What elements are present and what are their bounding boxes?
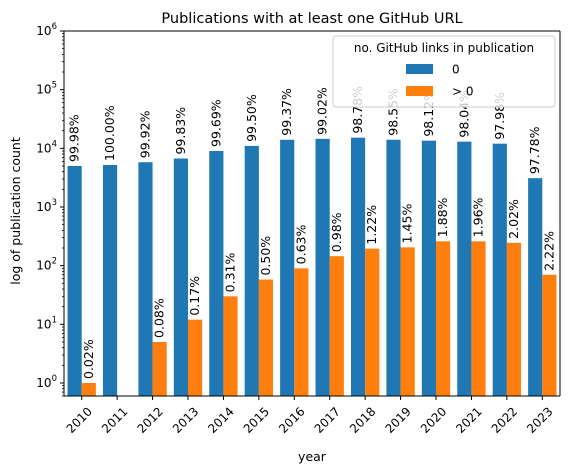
bar-nonzero-2023 xyxy=(542,274,557,396)
bar-zero-2020 xyxy=(421,140,436,396)
y-axis-label: log of publication count xyxy=(8,137,23,285)
legend-box xyxy=(332,35,556,108)
bar-value-label: 1.88% xyxy=(435,197,450,237)
bar-zero-2016 xyxy=(280,139,295,396)
bar-nonzero-2022 xyxy=(506,242,522,396)
x-tick-label: 2013 xyxy=(170,404,201,435)
bar-nonzero-2020 xyxy=(436,241,451,396)
bar-value-label: 99.02% xyxy=(315,87,330,135)
bar-value-label: 99.50% xyxy=(244,94,259,142)
bar-zero-2019 xyxy=(386,139,401,396)
y-tick-label: 102 xyxy=(36,257,57,273)
bar-value-label: 0.08% xyxy=(152,298,167,338)
bar-value-label: 2.02% xyxy=(506,199,521,239)
bar-value-label: 99.37% xyxy=(279,88,294,136)
bar-zero-2021 xyxy=(457,141,472,396)
bar-nonzero-2017 xyxy=(329,256,344,396)
x-tick-label: 2020 xyxy=(418,404,449,435)
legend-label-0: 0 xyxy=(452,63,460,77)
bar-value-label: 97.78% xyxy=(527,126,542,174)
y-tick-label: 104 xyxy=(36,139,57,155)
x-tick-label: 2011 xyxy=(99,404,130,435)
y-tick-label: 103 xyxy=(36,198,57,214)
x-tick-label: 2019 xyxy=(382,404,413,435)
x-tick-label: 2021 xyxy=(453,404,484,435)
bar-value-label: 99.69% xyxy=(208,99,223,147)
bar-nonzero-2021 xyxy=(471,241,486,396)
bar-value-label: 2.22% xyxy=(541,231,556,271)
bar-zero-2017 xyxy=(315,138,330,397)
bar-value-label: 0.31% xyxy=(223,252,238,292)
bar-value-label: 99.92% xyxy=(137,110,152,158)
chart-title: Publications with at least one GitHub UR… xyxy=(161,11,462,27)
bar-nonzero-2014 xyxy=(223,296,238,396)
legend: no. GitHub links in publication 0 > 0 xyxy=(332,35,556,108)
bar-zero-2022 xyxy=(492,143,507,396)
bar-value-label: 0.98% xyxy=(329,212,344,252)
bar-value-label: 0.50% xyxy=(258,236,273,276)
x-tick-label: 2012 xyxy=(134,404,165,435)
x-tick-label: 2014 xyxy=(205,404,236,435)
y-tick-label: 101 xyxy=(36,315,57,331)
bar-value-label: 1.96% xyxy=(471,197,486,237)
x-tick-label: 2016 xyxy=(276,404,307,435)
x-axis-label: year xyxy=(298,449,327,464)
bars-layer xyxy=(67,137,557,397)
bar-value-label: 99.83% xyxy=(173,107,188,155)
bar-nonzero-2018 xyxy=(365,248,380,396)
bar-zero-2013 xyxy=(173,158,188,396)
bar-zero-2023 xyxy=(528,178,543,396)
bar-value-label: 1.45% xyxy=(400,204,415,244)
x-tick-label: 2023 xyxy=(524,404,555,435)
bar-zero-2010 xyxy=(67,165,82,396)
bar-value-label: 0.63% xyxy=(293,225,308,265)
bar-nonzero-2015 xyxy=(258,279,274,396)
bar-zero-2015 xyxy=(244,145,259,396)
legend-swatch-0 xyxy=(406,64,433,74)
bar-zero-2012 xyxy=(138,162,153,396)
bar-nonzero-2016 xyxy=(294,268,309,396)
legend-title: no. GitHub links in publication xyxy=(354,41,534,55)
y-tick-label: 105 xyxy=(36,81,57,97)
x-tick-label: 2010 xyxy=(64,404,95,435)
bar-labels-layer: 99.98% 100.00% 99.92% 99.83% 99.69% 99.50% 99.… xyxy=(67,86,557,379)
bar-zero-2011 xyxy=(102,164,118,396)
y-tick-label: 100 xyxy=(36,374,57,390)
bar-nonzero-2013 xyxy=(188,319,203,396)
legend-label-1: > 0 xyxy=(452,85,474,99)
bar-nonzero-2012 xyxy=(152,341,167,396)
legend-swatch-1 xyxy=(406,86,433,96)
x-tick-label: 2022 xyxy=(489,404,520,435)
bar-nonzero-2010 xyxy=(81,382,96,396)
bar-value-label: 0.17% xyxy=(187,276,202,316)
y-tick-label: 106 xyxy=(36,22,57,38)
bar-value-label: 99.98% xyxy=(67,114,82,162)
bar-zero-2014 xyxy=(209,151,224,396)
x-tick-label: 2018 xyxy=(347,404,378,435)
bar-nonzero-2019 xyxy=(400,247,415,396)
bar-value-label: 0.02% xyxy=(81,339,96,379)
bar-value-label: 100.00% xyxy=(102,105,117,161)
bar-zero-2018 xyxy=(350,137,366,396)
x-tick-label: 2015 xyxy=(241,404,272,435)
x-tick-label: 2017 xyxy=(312,404,343,435)
bar-value-label: 1.22% xyxy=(364,205,379,245)
